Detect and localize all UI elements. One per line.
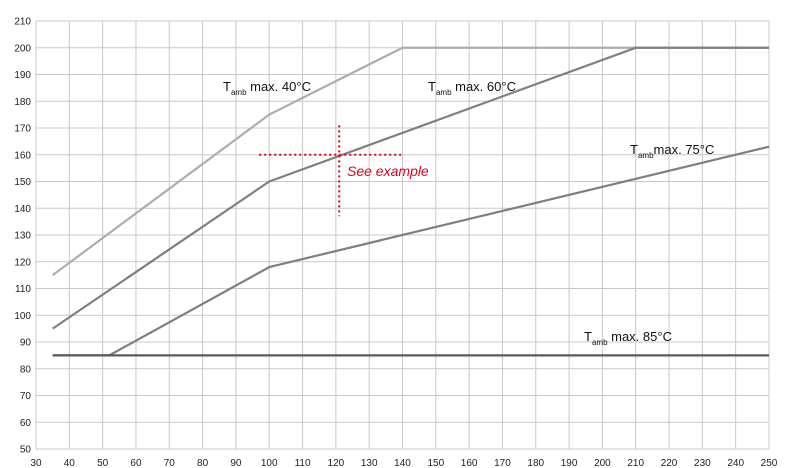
label-t85: Tamb max. 85°C — [584, 329, 672, 347]
y-tick-label: 210 — [14, 17, 31, 28]
x-tick-label: 180 — [527, 458, 544, 468]
x-tick-label: 170 — [494, 458, 511, 468]
y-tick-label: 50 — [20, 445, 32, 456]
x-tick-label: 90 — [230, 458, 242, 468]
x-tick-label: 200 — [594, 458, 611, 468]
series-labels: Tamb max. 40°C Tamb max. 60°C Tambmax. 7… — [223, 79, 714, 347]
see-example-label: See example — [347, 163, 429, 179]
y-tick-label: 110 — [15, 284, 31, 295]
y-tick-label: 170 — [14, 124, 31, 135]
y-tick-label: 90 — [20, 338, 32, 349]
x-tick-label: 130 — [361, 458, 378, 468]
y-tick-label: 140 — [14, 204, 31, 215]
y-tick-label: 60 — [20, 418, 32, 429]
y-tick-label: 150 — [14, 177, 31, 188]
x-tick-label: 120 — [328, 458, 345, 468]
x-tick-label: 220 — [661, 458, 678, 468]
y-tick-label: 190 — [14, 70, 31, 81]
x-tick-label: 140 — [394, 458, 411, 468]
y-tick-label: 180 — [14, 97, 31, 108]
y-tick-label: 100 — [14, 311, 31, 322]
x-tick-label: 40 — [64, 458, 76, 468]
x-tick-label: 80 — [197, 458, 209, 468]
series-line-t60 — [52, 46, 769, 330]
x-tick-label: 250 — [761, 458, 778, 468]
x-tick-label: 110 — [295, 458, 311, 468]
series-lines — [52, 46, 770, 357]
x-tick-label: 240 — [727, 458, 744, 468]
y-tick-label: 200 — [14, 43, 31, 54]
x-tick-label: 210 — [627, 458, 644, 468]
y-tick-label: 130 — [14, 231, 31, 242]
y-tick-label: 120 — [14, 257, 31, 268]
x-tick-label: 230 — [694, 458, 711, 468]
series-line-t40 — [52, 46, 769, 277]
x-tick-label: 150 — [427, 458, 444, 468]
example-marker — [259, 125, 403, 217]
grid — [35, 20, 770, 450]
y-tick-label: 160 — [14, 150, 31, 161]
x-axis-ticks: 30 40 50 60 70 80 90 100 110 120 130 140 150 160 170 18… — [30, 458, 777, 468]
label-t60: Tamb max. 60°C — [428, 79, 516, 97]
x-tick-label: 50 — [97, 458, 109, 468]
x-tick-label: 30 — [30, 458, 42, 468]
label-t75: Tambmax. 75°C — [630, 142, 714, 160]
x-tick-label: 160 — [461, 458, 478, 468]
label-t40: Tamb max. 40°C — [223, 79, 311, 97]
y-tick-label: 80 — [20, 364, 32, 375]
x-tick-label: 190 — [561, 458, 578, 468]
x-tick-label: 70 — [164, 458, 176, 468]
x-tick-label: 100 — [261, 458, 278, 468]
x-tick-label: 60 — [130, 458, 142, 468]
y-axis-ticks: 50 60 70 80 90 100 110 120 130 140 150 160 170 180 190… — [14, 17, 31, 456]
y-tick-label: 70 — [20, 391, 32, 402]
